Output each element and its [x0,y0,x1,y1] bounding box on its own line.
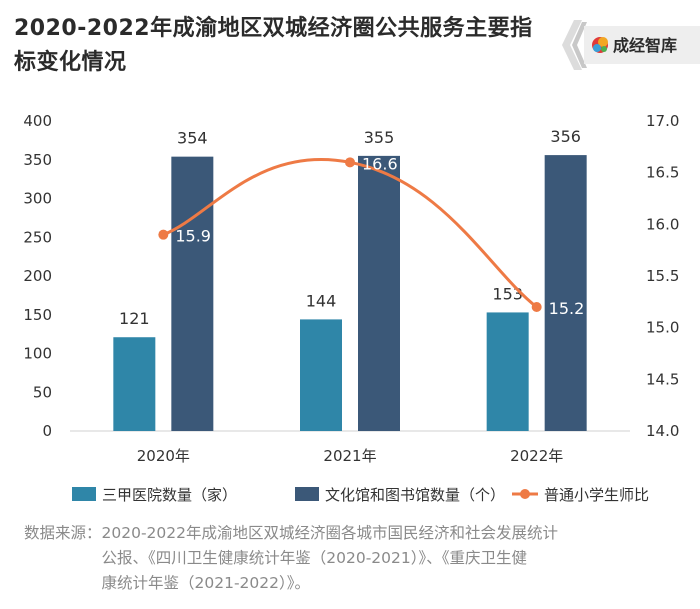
legend-label: 文化馆和图书馆数量（个） [325,486,505,504]
bar [486,312,529,431]
legend-label: 三甲医院数量（家） [102,486,237,504]
bar [300,319,342,431]
x-tick-label: 2020年 [137,447,190,465]
bar-data-label: 354 [177,129,208,148]
line-data-label: 15.9 [175,227,211,246]
line-point [158,229,169,240]
brand-chevron-inner [572,22,587,68]
y-left-tick-label: 350 [23,151,52,169]
bar-data-label: 153 [492,284,523,303]
source-note: 数据来源：2020-2022年成渝地区双城经济圈各城市国民经济和社会发展统计 公… [24,524,558,592]
bar-data-label: 356 [550,127,581,146]
line-data-label: 16.6 [362,154,398,173]
y-right-tick-label: 16.5 [646,164,679,182]
y-left-tick-label: 0 [42,422,52,440]
y-left-tick-label: 300 [23,190,52,208]
line-data-label: 15.2 [549,299,585,318]
y-right-tick-label: 16.0 [646,215,679,233]
brand-logo: 成经智库 [562,20,700,70]
y-left-tick-label: 150 [23,306,52,324]
bar [544,155,587,431]
bar-data-label: 121 [119,309,150,328]
legend-swatch [295,487,319,501]
bar [171,156,214,431]
y-left-tick-label: 250 [23,228,52,246]
line-point [531,302,542,312]
y-right-tick-label: 17.0 [646,112,679,130]
bar [358,155,400,431]
x-tick-label: 2022年 [510,447,563,465]
chart-title: 2020-2022年成渝地区双城经济圈公共服务主要指标变化情况 [14,16,533,75]
legend-marker [520,489,530,499]
x-tick-label: 2021年 [323,447,376,465]
teacher-ratio-line [162,158,538,309]
y-right-tick-label: 14.0 [646,422,679,440]
legend-label: 普通小学生师比 [544,486,649,504]
brand-swirl-icon [592,37,608,53]
brand-chevron-outer [562,20,582,70]
y-right-tick-label: 15.0 [646,319,679,337]
y-right-tick-label: 15.5 [646,267,679,285]
bar [113,337,156,431]
legend-swatch [72,487,96,501]
y-left-tick-label: 400 [23,112,52,130]
brand-name: 成经智库 [613,36,677,55]
y-left-tick-label: 50 [33,383,52,401]
bar-data-label: 355 [364,128,395,147]
chart: 0 50 100 150 200 250 300 350 400 14.0 14.5 15.0 15.5… [23,112,679,504]
bar-data-label: 144 [306,291,337,310]
y-right-tick-label: 14.5 [646,370,679,388]
y-left-tick-label: 100 [23,345,52,363]
y-left-tick-label: 200 [23,267,52,285]
line-point [345,157,355,168]
